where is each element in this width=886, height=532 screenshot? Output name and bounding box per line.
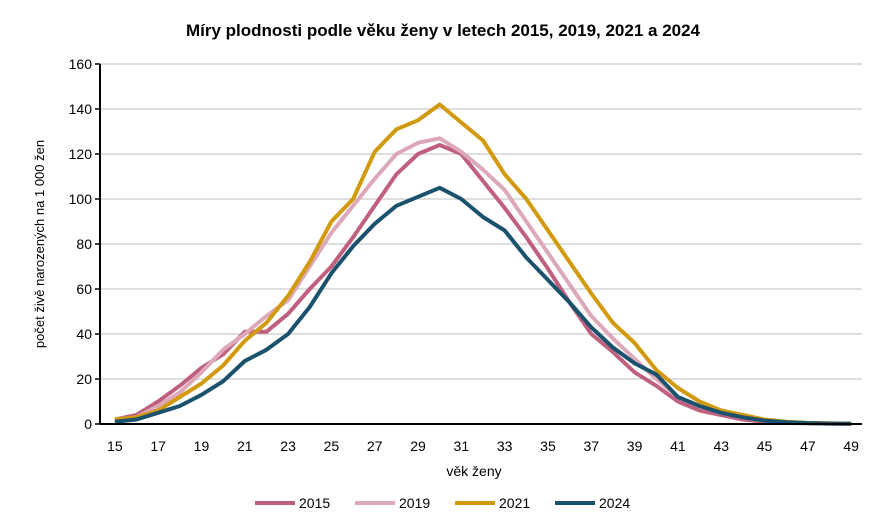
legend-label: 2015 [299,495,330,511]
y-tick-label: 60 [76,281,92,297]
y-axis-label: počet živě narozených na 1 000 žen [32,140,47,348]
x-tick-label: 35 [540,438,556,454]
x-tick-label: 37 [583,438,599,454]
chart-title: Míry plodnosti podle věku ženy v letech … [186,21,701,40]
x-axis-label: věk ženy [446,463,501,479]
series-line-2024 [114,185,852,426]
legend-label: 2024 [599,495,630,511]
x-tick-label: 45 [757,438,773,454]
x-tick-label: 43 [713,438,729,454]
y-tick-label: 140 [69,101,93,117]
y-tick-label: 120 [69,146,93,162]
x-tick-label: 31 [454,438,470,454]
x-tick-label: 41 [670,438,686,454]
x-tick-label: 21 [237,438,253,454]
y-tick-label: 0 [84,416,92,432]
x-tick-label: 39 [627,438,643,454]
y-tick-label: 20 [76,371,92,387]
legend-label: 2021 [499,495,530,511]
x-tick-label: 47 [800,438,816,454]
x-tick-label: 49 [843,438,859,454]
x-tick-label: 15 [107,438,123,454]
x-tick-label: 19 [194,438,210,454]
series-line-2021 [114,102,852,426]
x-tick-label: 25 [324,438,340,454]
x-tick-label: 27 [367,438,383,454]
y-tick-label: 40 [76,326,92,342]
x-tick-label: 17 [150,438,166,454]
y-tick-label: 80 [76,236,92,252]
y-tick-label: 160 [69,56,93,72]
x-tick-label: 33 [497,438,513,454]
x-tick-label: 23 [280,438,296,454]
legend-label: 2019 [399,495,430,511]
y-tick-label: 100 [69,191,93,207]
x-tick-label: 29 [410,438,426,454]
